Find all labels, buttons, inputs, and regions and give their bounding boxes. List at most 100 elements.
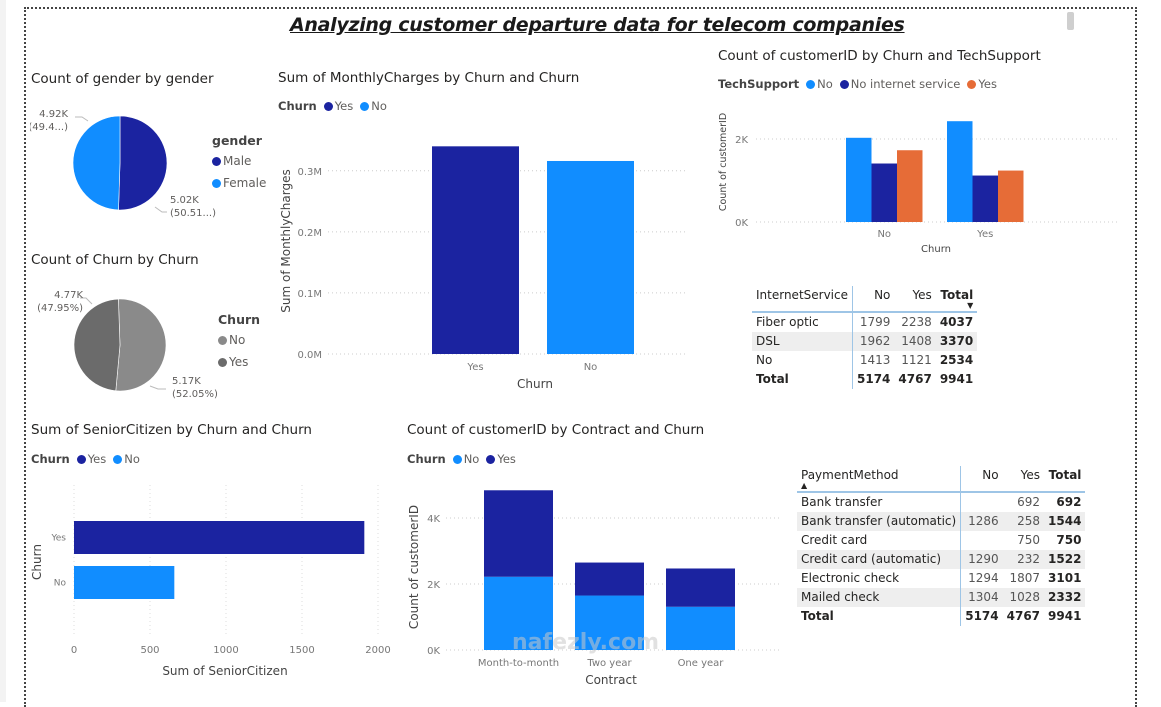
column-header[interactable]: No: [960, 466, 1003, 493]
y-tick-label: 0.1M: [297, 289, 322, 300]
legend-item-female[interactable]: Female: [212, 176, 266, 190]
legend-item-no[interactable]: No: [452, 452, 479, 466]
bar-no-no-internet-service[interactable]: [871, 163, 898, 222]
report-canvas-frame: [24, 7, 1137, 707]
table-row[interactable]: Mailed check 1304 1028 2332: [797, 588, 1086, 607]
legend-item-yes[interactable]: Yes: [218, 355, 260, 369]
value-cell: 1028: [1002, 588, 1045, 607]
value-cell: 692: [1017, 495, 1041, 509]
table-total-row[interactable]: Total 5174 4767 9941: [752, 370, 977, 389]
total-cell: 9941: [939, 372, 974, 386]
pie-slice-no[interactable]: [115, 298, 167, 392]
legend-item-male[interactable]: Male: [212, 154, 266, 168]
y-tick-label: 2K: [735, 135, 748, 146]
column-header-paymentmethod[interactable]: PaymentMethod ▲: [797, 466, 961, 493]
bar-yes-no-internet-service[interactable]: [972, 175, 999, 222]
y-tick-label: Yes: [50, 534, 66, 544]
row-label-cell: Electronic check: [801, 571, 900, 585]
legend-label: Yes: [229, 355, 249, 369]
row-label-cell: Bank transfer: [801, 495, 883, 509]
contract-stacked-bar-chart[interactable]: 0K 2K 4K Month-to-month Two year One year Cont…: [404, 475, 784, 693]
legend-title: Churn: [407, 452, 446, 466]
value-cell: 232: [1002, 550, 1045, 569]
value-cell: 1962: [852, 332, 895, 351]
pie-slice-male[interactable]: [118, 115, 168, 211]
table-row[interactable]: Credit card 750 750: [797, 531, 1085, 550]
table-row[interactable]: Bank transfer (automatic) 1286 258 1544: [797, 512, 1086, 531]
bar-no[interactable]: [74, 566, 175, 599]
legend-item-yes[interactable]: Yes: [76, 452, 106, 466]
table-total-row[interactable]: Total 5174 4767 9941: [797, 607, 1085, 626]
table-row[interactable]: DSL 1962 1408 3370: [752, 332, 978, 351]
total-cell: 9941: [1048, 609, 1082, 623]
column-header[interactable]: Total: [1044, 466, 1086, 493]
x-tick-label: No: [877, 229, 891, 240]
bar-yes[interactable]: [74, 521, 365, 554]
techsupport-bar-chart[interactable]: 0K 2K No Yes Churn Count of customerID: [714, 100, 1124, 260]
column-header[interactable]: Yes: [1002, 466, 1045, 493]
value-cell: 750: [1017, 533, 1041, 547]
bar-yes-yes[interactable]: [998, 170, 1024, 222]
bar-month-to-month-no[interactable]: [484, 576, 553, 650]
churn-pie-chart[interactable]: 5.17K (52.05%) 4.77K (47.95%): [30, 276, 240, 411]
legend-item-no-internet-service[interactable]: No internet service: [839, 77, 960, 91]
gender-pie-chart[interactable]: 5.02K (50.51...) 4.92K (49.4...): [30, 96, 240, 226]
value-cell: 5174: [852, 370, 895, 389]
legend-item-yes[interactable]: Yes: [486, 452, 516, 466]
row-label-cell: DSL: [752, 332, 853, 351]
y-tick-label: 0.2M: [297, 228, 322, 239]
data-label-percent: (50.51...): [170, 208, 216, 219]
x-tick-label: 1500: [289, 645, 314, 656]
monthly-charges-bar-chart[interactable]: 0.0M 0.1M 0.2M 0.3M Yes No Churn Sum of Monthly…: [276, 118, 696, 398]
bar-no[interactable]: [547, 160, 634, 354]
column-header[interactable]: No: [852, 286, 895, 313]
table-row[interactable]: Fiber optic 1799 2238 4037: [752, 312, 977, 332]
legend-item-yes[interactable]: Yes: [967, 77, 997, 91]
scrollbar-thumb[interactable]: [1067, 12, 1074, 30]
column-header[interactable]: Yes: [894, 286, 936, 313]
bar-no-no[interactable]: [846, 137, 872, 222]
y-tick-label: 2K: [427, 580, 440, 591]
bar-one-year-no[interactable]: [666, 606, 735, 650]
legend-item-yes[interactable]: Yes: [323, 99, 353, 113]
bar-yes-no[interactable]: [947, 121, 973, 222]
bar-two-year-yes[interactable]: [575, 562, 644, 596]
bar-month-to-month-yes[interactable]: [484, 490, 553, 577]
legend-dot: [323, 101, 333, 111]
bar-one-year-yes[interactable]: [666, 568, 735, 607]
legend-label: No: [124, 452, 140, 466]
legend-dot: [486, 454, 496, 464]
gender-legend: gender Male Female: [212, 133, 266, 198]
table-row[interactable]: Electronic check 1294 1807 3101: [797, 569, 1085, 588]
legend-item-no[interactable]: No: [806, 77, 833, 91]
senior-citizen-title: Sum of SeniorCitizen by Churn and Churn: [31, 422, 312, 438]
legend-title: Churn: [31, 452, 70, 466]
bar-no-yes[interactable]: [897, 150, 923, 222]
row-label-cell: Credit card: [801, 533, 868, 547]
bar-two-year-no[interactable]: [575, 595, 644, 650]
y-axis-title: Count of customerID: [407, 505, 421, 629]
leader-line: [149, 385, 166, 390]
value-cell: 1121: [901, 353, 932, 367]
bar-yes[interactable]: [432, 146, 519, 354]
row-label-cell: Mailed check: [797, 588, 961, 607]
legend-dot: [839, 79, 849, 89]
x-tick-label: 1000: [213, 645, 238, 656]
table-row[interactable]: No 1413 1121 2534: [752, 351, 977, 370]
pie-slice-female[interactable]: [72, 115, 121, 211]
x-tick-label: Yes: [976, 229, 993, 240]
senior-citizen-bar-chart[interactable]: 0 500 1000 1500 2000 Yes No Sum of SeniorCitize…: [28, 480, 398, 685]
sort-ascending-icon: ▲: [801, 481, 808, 490]
pie-slice-yes[interactable]: [73, 298, 121, 392]
table-row[interactable]: Credit card (automatic) 1290 232 1522: [797, 550, 1086, 569]
legend-item-no[interactable]: No: [218, 333, 260, 347]
row-label-cell: Credit card (automatic): [797, 550, 961, 569]
legend-dot: [218, 357, 227, 367]
y-axis-title: Count of customerID: [718, 113, 729, 211]
legend-item-no[interactable]: No: [113, 452, 140, 466]
total-cell: 1522: [1044, 550, 1086, 569]
legend-item-no[interactable]: No: [360, 99, 387, 113]
table-row[interactable]: Bank transfer 692 692: [797, 492, 1085, 512]
column-header-total[interactable]: Total ▼: [935, 286, 978, 313]
column-header[interactable]: InternetService: [752, 286, 853, 313]
